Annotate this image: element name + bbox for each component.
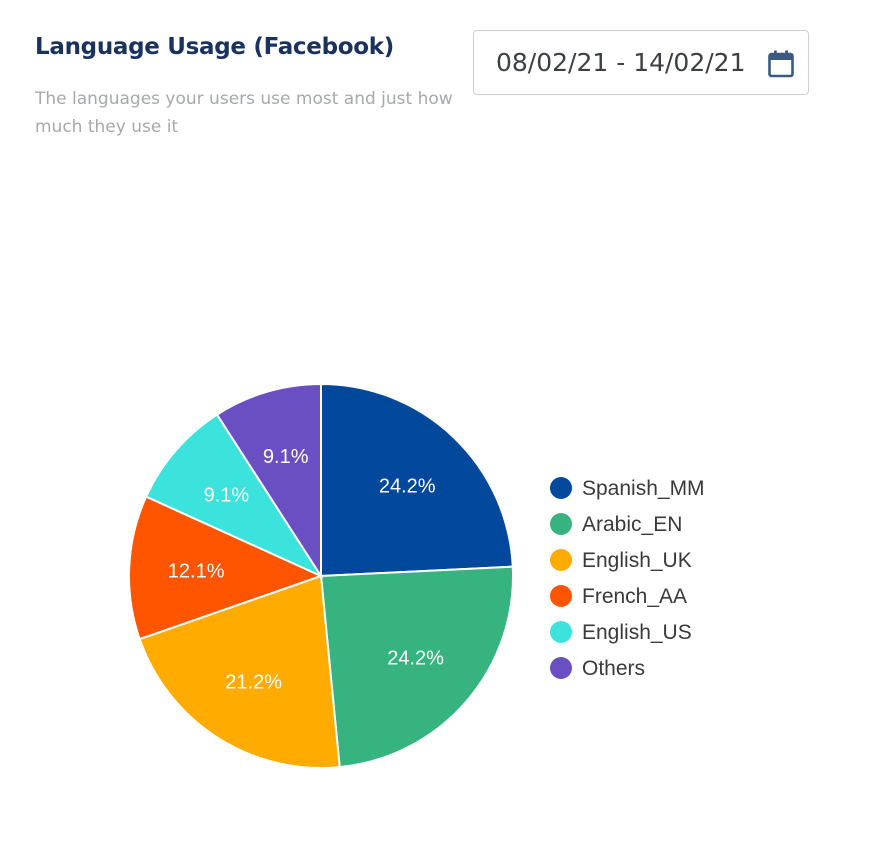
pie-slice-french-aa[interactable] [128, 495, 324, 641]
legend-swatch [550, 657, 572, 679]
legend-item-french-aa[interactable]: French_AA [582, 585, 687, 608]
legend-swatch [550, 585, 572, 607]
pie-slice-english-us[interactable] [144, 413, 324, 579]
calendar-icon[interactable] [768, 50, 794, 83]
legend-item-english-uk[interactable]: English_UK [582, 549, 692, 572]
legend-swatch [550, 477, 572, 499]
slice-label: 24.2% [387, 648, 444, 670]
legend-item-spanish-mm[interactable]: Spanish_MM [582, 477, 705, 500]
date-range-value: 08/02/21 - 14/02/21 [496, 48, 746, 77]
slice-label: 9.1% [263, 446, 309, 468]
slice-label: 24.2% [379, 475, 436, 497]
card-subtitle: The languages your users use most and ju… [35, 89, 453, 137]
pie-slices [128, 382, 514, 769]
pie-slice-spanish-mm[interactable] [320, 382, 514, 578]
pie-slice-english-uk[interactable] [138, 574, 341, 769]
slice-label: 9.1% [204, 484, 250, 506]
date-range-picker[interactable]: 08/02/21 - 14/02/21 [473, 30, 809, 95]
legend-swatch [550, 549, 572, 571]
legend-item-english-us[interactable]: English_US [582, 621, 692, 644]
pie-slice-arabic-en[interactable] [319, 565, 514, 769]
legend-item-arabic-en[interactable]: Arabic_EN [582, 513, 682, 536]
legend-item-others[interactable]: Others [582, 657, 645, 680]
pie-slice-others[interactable] [215, 382, 322, 580]
pie-slice-labels: 24.2% 24.2% 21.2% 12.1% 9.1% 9.1% [168, 446, 444, 693]
slice-label: 21.2% [225, 671, 282, 693]
chart-legend: Spanish_MM Arabic_EN English_UK French_AA En… [550, 477, 705, 680]
card-title: Language Usage (Facebook) [35, 34, 394, 60]
legend-swatch [550, 621, 572, 643]
slice-label: 12.1% [168, 560, 225, 582]
legend-swatch [550, 513, 572, 535]
